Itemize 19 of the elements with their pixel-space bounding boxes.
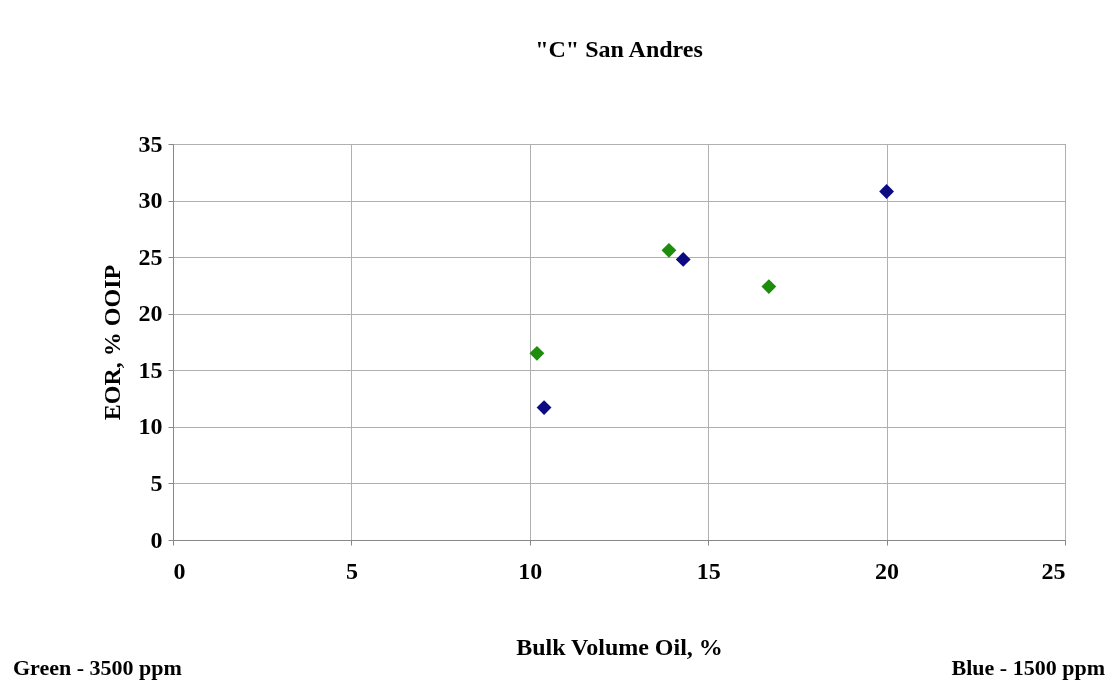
- x-tick-label: 25: [1041, 557, 1066, 584]
- x-tick-label: 0: [173, 557, 186, 584]
- text: Green - 3500 ppm: [13, 655, 182, 680]
- y-tick-label: 0: [150, 526, 163, 553]
- y-tick-label: 30: [138, 187, 163, 214]
- x-tick-label: 15: [696, 557, 721, 584]
- y-tick-label: 20: [138, 300, 163, 327]
- x-tick-label: 10: [518, 557, 543, 584]
- x-tick-label: 20: [875, 557, 900, 584]
- text: Blue - 1500 ppm: [951, 655, 1105, 680]
- y-tick-label: 25: [138, 243, 163, 270]
- y-tick-label: 5: [150, 469, 163, 496]
- x-tick-label: 5: [345, 557, 358, 584]
- y-tick-label: 10: [138, 413, 163, 440]
- y-axis-title: EOR, % OOIP: [98, 264, 125, 421]
- x-axis-title: Bulk Volume Oil, %: [516, 633, 723, 660]
- chart-title: "C" San Andres: [535, 36, 703, 62]
- y-tick-label: 15: [138, 356, 163, 383]
- y-tick-label: 35: [138, 130, 163, 157]
